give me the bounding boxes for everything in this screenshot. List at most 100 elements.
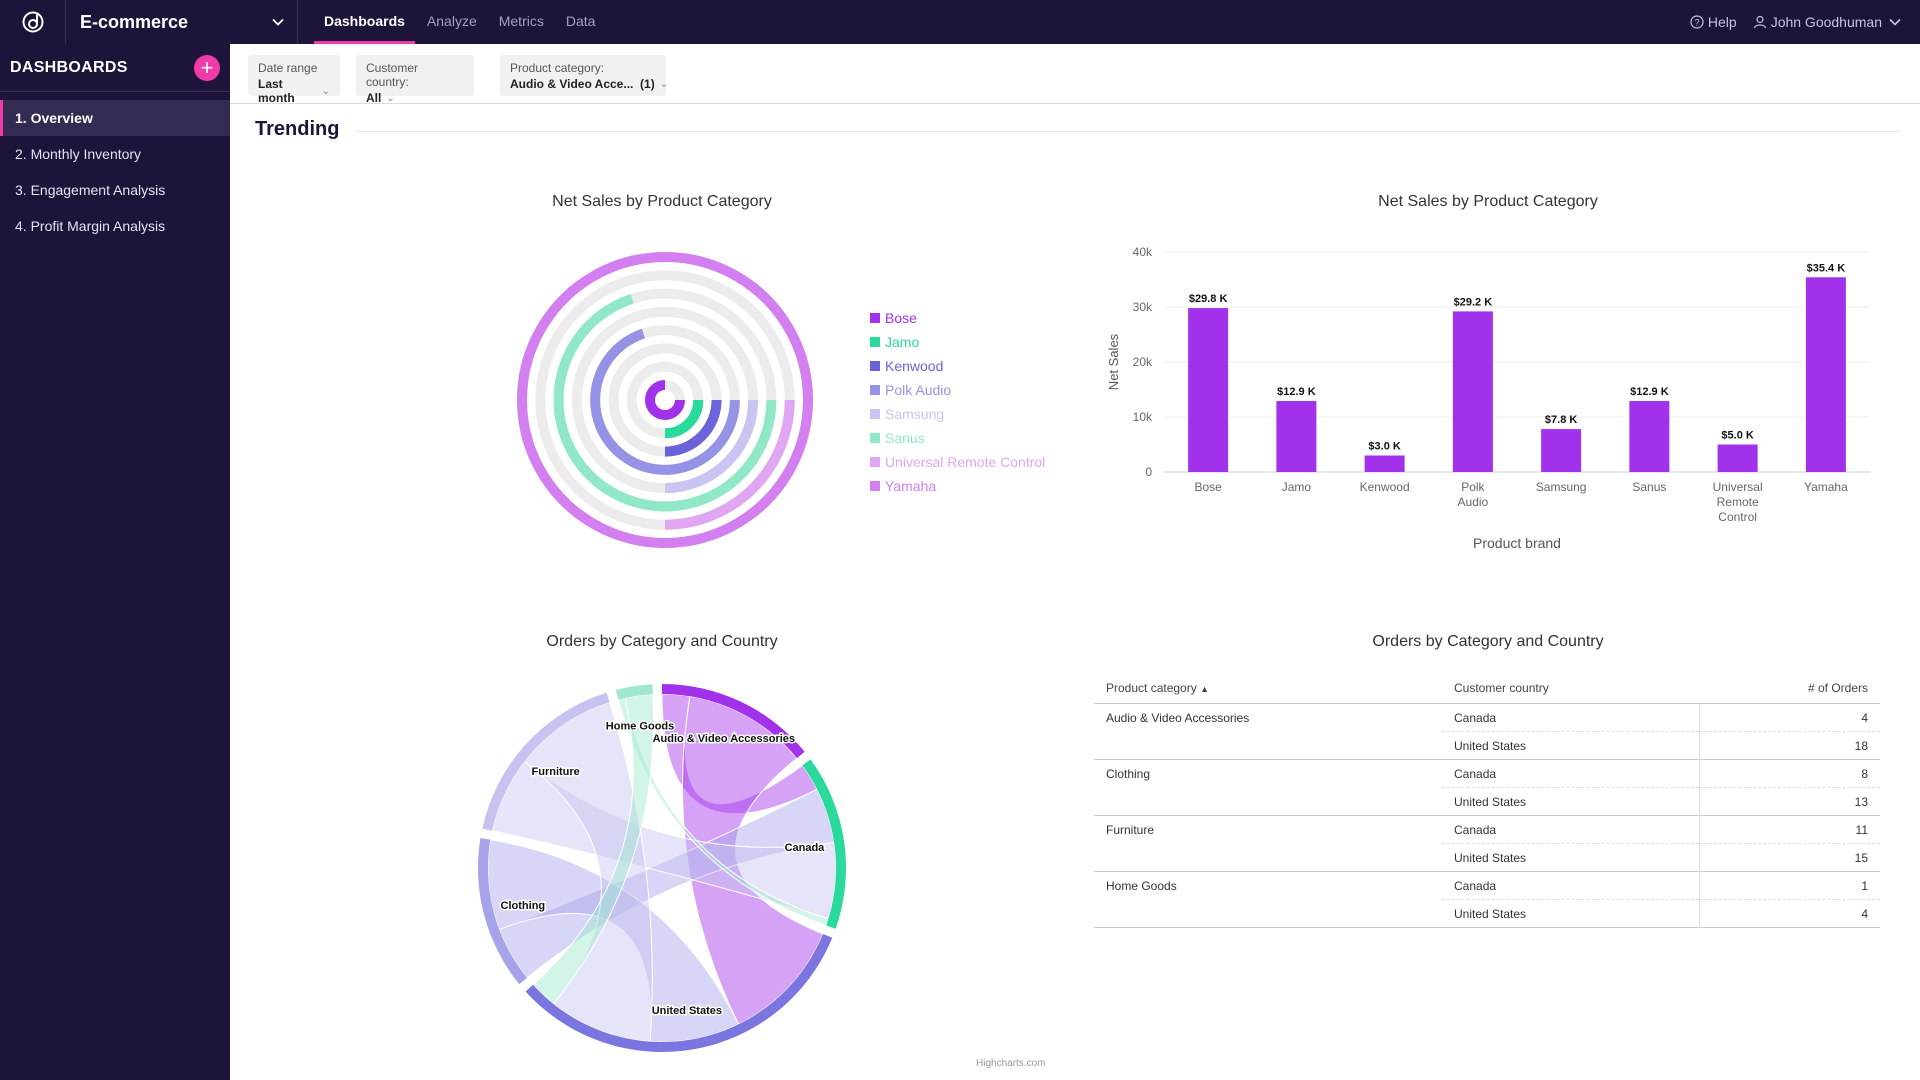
legend-item[interactable]: Bose xyxy=(870,306,1045,330)
bar[interactable] xyxy=(1805,277,1846,472)
nav-dashboards[interactable]: Dashboards xyxy=(314,0,415,44)
table-row: United States 15 xyxy=(1094,844,1880,872)
wheel-node-label: Furniture xyxy=(532,766,580,778)
column-header-product-category[interactable]: Product category ▲ xyxy=(1106,680,1209,695)
table-row: Furniture Canada 11 xyxy=(1094,816,1880,844)
bar[interactable] xyxy=(1276,401,1317,472)
svg-text:?: ? xyxy=(1694,18,1699,28)
sidebar-item-monthly-inventory[interactable]: 2. Monthly Inventory xyxy=(15,146,142,162)
wheel-node-arc[interactable] xyxy=(482,692,610,831)
bar[interactable] xyxy=(1717,444,1758,473)
x-tick-label: Yamaha xyxy=(1804,480,1848,494)
legend-label: Yamaha xyxy=(885,478,937,494)
x-tick-label: Remote xyxy=(1717,495,1759,509)
wheel-node-label: Clothing xyxy=(501,900,546,912)
cell-customer-country: Canada xyxy=(1442,760,1699,788)
legend-swatch xyxy=(870,313,880,323)
wheel-link[interactable] xyxy=(523,701,653,1043)
bar-data-label: $12.9 K xyxy=(1277,386,1316,398)
legend-item[interactable]: Sanus xyxy=(870,426,1045,450)
chevron-down-icon: ⌄ xyxy=(386,92,395,104)
bar[interactable] xyxy=(1629,401,1670,472)
legend-item[interactable]: Jamo xyxy=(870,330,1045,354)
cell-product-category xyxy=(1094,900,1442,928)
x-tick-label: Bose xyxy=(1194,480,1222,494)
filter-date-range[interactable]: Date range Last month ⌄ xyxy=(248,55,340,105)
chevron-down-icon xyxy=(1889,18,1901,26)
nav-data[interactable]: Data xyxy=(565,13,596,29)
dependency-wheel-chart: Audio & Video Accessories Canada United St… xyxy=(478,684,846,1052)
radial-bar-polk-audio[interactable] xyxy=(590,328,740,475)
legend-swatch xyxy=(870,361,880,371)
legend-label: Kenwood xyxy=(885,358,944,374)
bar[interactable] xyxy=(1364,455,1405,473)
x-axis-label: Product brand xyxy=(1473,535,1561,551)
app-logo-icon[interactable] xyxy=(0,0,66,44)
cell-orders: 4 xyxy=(1699,900,1880,928)
bar[interactable] xyxy=(1188,308,1229,472)
radial-bar-jamo[interactable] xyxy=(664,399,704,439)
legend-swatch xyxy=(870,457,880,467)
column-header-customer-country[interactable]: Customer country xyxy=(1454,680,1549,695)
chevron-down-icon: ⌄ xyxy=(659,78,669,90)
radial-bar-samsung[interactable] xyxy=(664,399,759,494)
sidebar-item-profit-margin-analysis[interactable]: 4. Profit Margin Analysis xyxy=(15,218,166,234)
legend-item[interactable]: Yamaha xyxy=(870,474,1045,498)
radial-chart-legend: Bose Jamo Kenwood Polk Audio Samsung Sanus Uni… xyxy=(870,306,1045,498)
section-divider xyxy=(355,131,1900,132)
legend-item[interactable]: Samsung xyxy=(870,402,1045,426)
legend-label: Samsung xyxy=(885,406,945,422)
radial-bar-yamaha[interactable] xyxy=(517,252,813,548)
filter-product-category[interactable]: Product category: Audio & Video Acce... … xyxy=(500,55,669,96)
cell-orders: 8 xyxy=(1699,760,1880,788)
table-row: United States 13 xyxy=(1094,788,1880,816)
cell-customer-country: Canada xyxy=(1442,816,1699,844)
top-bar: E-commerce Dashboards Analyze Metrics Da… xyxy=(0,0,1920,44)
workspace-switcher[interactable]: E-commerce xyxy=(66,0,298,44)
nav-analyze[interactable]: Analyze xyxy=(426,13,477,29)
user-menu[interactable]: John Goodhuman xyxy=(1753,14,1906,30)
legend-item[interactable]: Kenwood xyxy=(870,354,1045,378)
cell-customer-country: Canada xyxy=(1442,872,1699,900)
x-tick-label: Kenwood xyxy=(1360,480,1410,494)
radial-bar-sanus[interactable] xyxy=(553,294,777,512)
sidebar-item-overview[interactable]: 1. Overview xyxy=(0,100,230,136)
highcharts-credit[interactable]: Highcharts.com xyxy=(976,1058,1046,1069)
table-title: Orders by Category and Country xyxy=(1372,633,1604,650)
wheel-node-arc[interactable] xyxy=(478,838,528,985)
table-row: Audio & Video Accessories Canada 4 xyxy=(1094,704,1880,732)
filter-label: Date range xyxy=(258,61,318,75)
legend-item[interactable]: Universal Remote Control xyxy=(870,450,1045,474)
filter-customer-country[interactable]: Customer country: All ⌄ xyxy=(356,55,474,105)
sidebar-title: DASHBOARDS xyxy=(10,58,128,76)
add-dashboard-button[interactable]: + xyxy=(194,54,220,81)
legend-swatch xyxy=(870,409,880,419)
cell-product-category xyxy=(1094,844,1442,872)
radial-bar-universal-remote-control[interactable] xyxy=(664,399,795,530)
filter-value: All xyxy=(366,91,382,105)
cell-customer-country: United States xyxy=(1442,844,1699,872)
radial-bar-bose[interactable] xyxy=(645,380,685,420)
wheel-node-arc[interactable] xyxy=(525,934,833,1052)
section-title: Trending xyxy=(255,118,340,140)
sidebar-item-engagement-analysis[interactable]: 3. Engagement Analysis xyxy=(15,182,166,198)
table-header: Product category ▲ Customer country # of… xyxy=(1094,672,1880,704)
cell-customer-country: United States xyxy=(1442,732,1699,760)
radial-bar-kenwood[interactable] xyxy=(664,399,722,457)
help-button[interactable]: ? Help xyxy=(1690,14,1737,30)
wheel-node-arc[interactable] xyxy=(662,684,805,759)
filter-label: Customer country: xyxy=(366,61,419,89)
nav-metrics[interactable]: Metrics xyxy=(498,13,544,29)
bar[interactable] xyxy=(1452,311,1493,472)
wheel-node-arc[interactable] xyxy=(802,759,846,929)
column-header-orders[interactable]: # of Orders xyxy=(1807,680,1868,695)
help-label: Help xyxy=(1707,14,1737,30)
legend-item[interactable]: Polk Audio xyxy=(870,378,1045,402)
filter-bar: Date range Last month ⌄ Customer country:… xyxy=(230,44,1920,105)
bar[interactable] xyxy=(1541,429,1582,472)
bar-data-label: $5.0 K xyxy=(1721,430,1753,442)
x-tick-label: Universal xyxy=(1713,480,1763,494)
wheel-node-arc[interactable] xyxy=(615,684,653,700)
bar-data-label: $3.0 K xyxy=(1368,441,1400,453)
cell-orders: 11 xyxy=(1699,816,1880,844)
